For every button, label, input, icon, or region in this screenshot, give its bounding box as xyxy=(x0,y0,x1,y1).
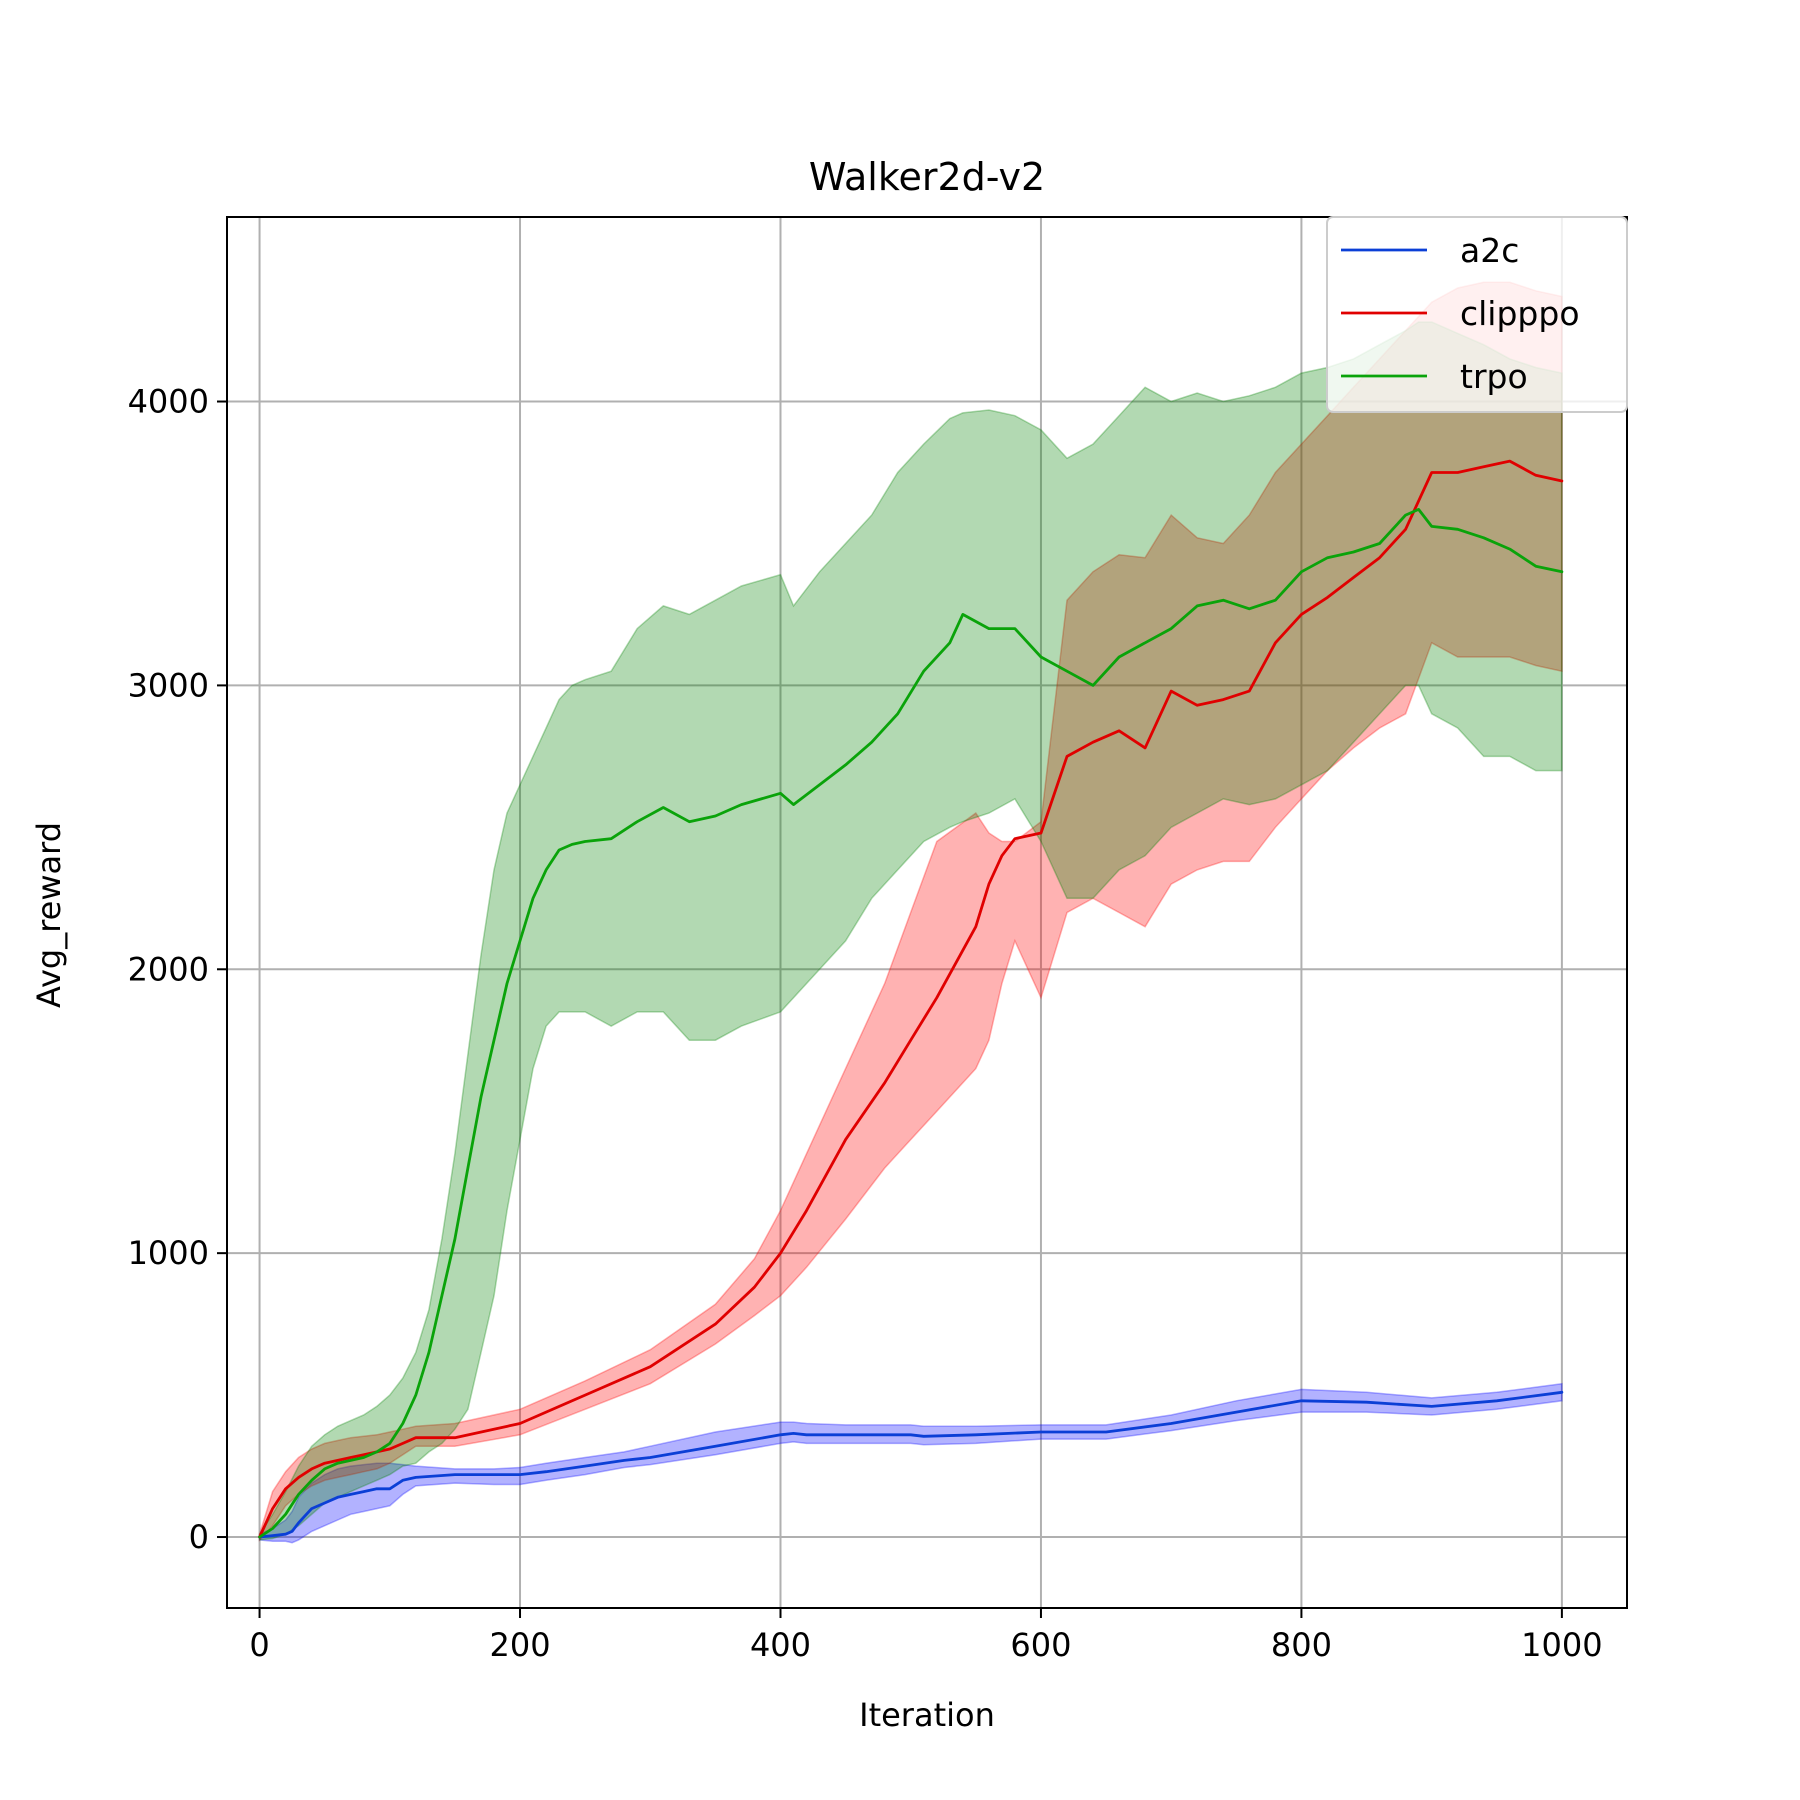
x-tick-label: 600 xyxy=(1010,1626,1071,1664)
x-tick-label: 1000 xyxy=(1521,1626,1602,1664)
legend-box xyxy=(1326,216,1628,413)
x-tick-label: 400 xyxy=(750,1626,811,1664)
band-trpo xyxy=(258,321,1563,1541)
confidence-bands xyxy=(258,281,1563,1544)
y-tick-label: 1000 xyxy=(128,1234,209,1272)
line-clipppo xyxy=(258,459,1564,1539)
line-a2c xyxy=(258,1390,1564,1539)
y-tick-label: 2000 xyxy=(128,950,209,988)
x-tick-label: 800 xyxy=(1271,1626,1332,1664)
chart-title: Walker2d-v2 xyxy=(809,155,1045,199)
line-trpo xyxy=(258,507,1564,1539)
legend-label-a2c: a2c xyxy=(1460,231,1519,270)
legend: a2c clipppo trpo xyxy=(1326,216,1628,413)
x-axis-label: Iteration xyxy=(859,1696,995,1734)
axes-frame xyxy=(226,216,1628,1609)
x-tick-label: 200 xyxy=(489,1626,550,1664)
y-tick-label: 4000 xyxy=(128,383,209,421)
y-tick-label: 0 xyxy=(189,1518,209,1556)
x-tick-label: 0 xyxy=(249,1626,269,1664)
band-a2c xyxy=(258,1382,1563,1544)
band-clipppo xyxy=(258,281,1563,1542)
axis-ticks: 0 200 400 600 800 1000 0 1000 2000 3000 4000 xyxy=(128,383,1603,1664)
y-axis-label: Avg_reward xyxy=(30,822,68,1008)
series-lines xyxy=(258,459,1564,1539)
legend-label-clipppo: clipppo xyxy=(1460,294,1580,333)
y-tick-label: 3000 xyxy=(128,666,209,704)
legend-label-trpo: trpo xyxy=(1460,357,1528,396)
